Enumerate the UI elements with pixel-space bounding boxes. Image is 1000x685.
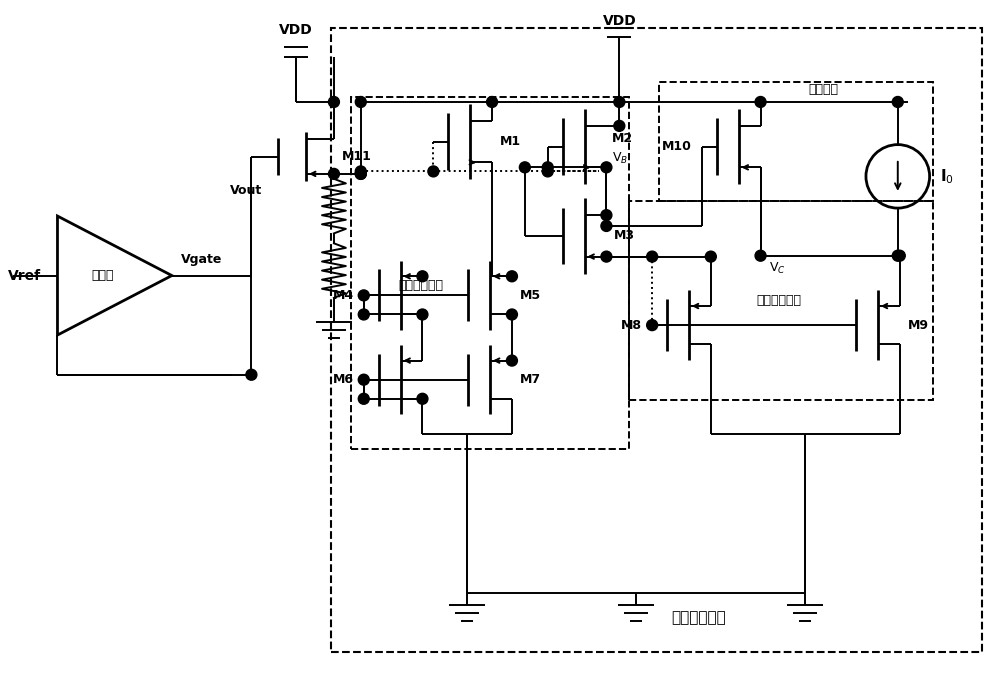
- Text: 过流保护电路: 过流保护电路: [672, 610, 726, 625]
- Circle shape: [355, 169, 366, 179]
- Circle shape: [601, 221, 612, 232]
- Circle shape: [355, 97, 366, 108]
- Bar: [629, 201, 933, 399]
- Circle shape: [892, 250, 903, 261]
- Circle shape: [358, 374, 369, 385]
- Circle shape: [647, 251, 658, 262]
- Circle shape: [892, 97, 903, 108]
- Circle shape: [487, 97, 498, 108]
- Text: Vref: Vref: [8, 269, 41, 282]
- Text: M9: M9: [908, 319, 929, 332]
- Text: 上拉电路: 上拉电路: [808, 83, 838, 96]
- Bar: [351, 97, 629, 449]
- Circle shape: [755, 97, 766, 108]
- Circle shape: [542, 162, 553, 173]
- Text: 电流比较电路: 电流比较电路: [756, 294, 801, 307]
- Circle shape: [328, 97, 339, 108]
- Circle shape: [506, 309, 517, 320]
- Circle shape: [417, 271, 428, 282]
- Circle shape: [506, 271, 517, 282]
- Text: M4: M4: [333, 289, 354, 302]
- Circle shape: [601, 210, 612, 221]
- Text: M1: M1: [500, 135, 521, 148]
- Text: Vgate: Vgate: [181, 253, 222, 266]
- Text: V$_C$: V$_C$: [769, 261, 785, 276]
- Text: V$_B$: V$_B$: [612, 151, 629, 166]
- Circle shape: [246, 369, 257, 380]
- Circle shape: [705, 251, 716, 262]
- Circle shape: [601, 162, 612, 173]
- Circle shape: [328, 169, 339, 179]
- Circle shape: [755, 250, 766, 261]
- Text: M5: M5: [520, 289, 541, 302]
- Text: Vout: Vout: [230, 184, 263, 197]
- Circle shape: [355, 166, 366, 177]
- Circle shape: [417, 309, 428, 320]
- Circle shape: [614, 97, 625, 108]
- Circle shape: [417, 393, 428, 404]
- Circle shape: [506, 355, 517, 366]
- Text: M8: M8: [621, 319, 642, 332]
- Circle shape: [519, 162, 530, 173]
- Text: VDD: VDD: [602, 14, 636, 27]
- Text: 电流采样电路: 电流采样电路: [398, 279, 443, 292]
- Text: M7: M7: [520, 373, 541, 386]
- Circle shape: [647, 320, 658, 331]
- Circle shape: [358, 393, 369, 404]
- Circle shape: [894, 250, 905, 261]
- Circle shape: [428, 166, 439, 177]
- Text: M3: M3: [614, 229, 635, 242]
- Circle shape: [358, 309, 369, 320]
- Circle shape: [358, 290, 369, 301]
- Bar: [659, 82, 933, 201]
- Circle shape: [355, 169, 366, 179]
- Bar: [331, 27, 982, 653]
- Circle shape: [542, 166, 553, 177]
- Text: M10: M10: [662, 140, 692, 153]
- Text: M2: M2: [612, 132, 633, 145]
- Text: M11: M11: [342, 150, 372, 163]
- Text: I$_0$: I$_0$: [940, 167, 954, 186]
- Text: M6: M6: [333, 373, 354, 386]
- Text: VDD: VDD: [279, 23, 313, 38]
- Circle shape: [601, 251, 612, 262]
- Circle shape: [614, 121, 625, 132]
- Text: 放大器: 放大器: [91, 269, 113, 282]
